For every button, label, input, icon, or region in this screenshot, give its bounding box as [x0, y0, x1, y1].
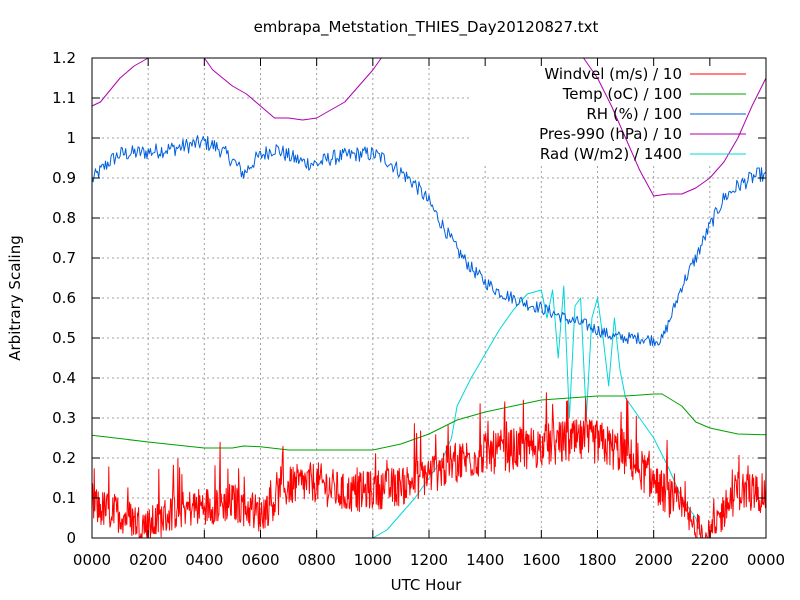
grid: [92, 58, 766, 538]
legend-label: Pres-990 (hPa) / 10: [539, 125, 682, 143]
x-tick-label: 1400: [466, 551, 504, 569]
legend-label: Temp (oC) / 100: [562, 85, 682, 103]
series-line-windvel: [91, 392, 767, 539]
legend-label: Rad (W/m2) / 1400: [540, 145, 682, 163]
y-tick-label: 0.8: [52, 209, 76, 227]
x-tick-label: 1200: [410, 551, 448, 569]
legend: Windvel (m/s) / 10 Temp (oC) / 100 RH (%) …: [539, 65, 746, 163]
x-tick-label: 2000: [635, 551, 673, 569]
y-axis-label: Arbitrary Scaling: [6, 235, 24, 361]
series-line-temp: [91, 393, 767, 451]
y-tick-label: 0.9: [52, 169, 76, 187]
legend-label: RH (%) / 100: [586, 105, 682, 123]
y-tick-label: 0.1: [52, 489, 76, 507]
y-tick-label: 0.2: [52, 449, 76, 467]
y-tick-label: 0.4: [52, 369, 76, 387]
chart-title: embrapa_Metstation_THIES_Day20120827.txt: [254, 18, 599, 37]
x-tick-label: 0200: [129, 551, 167, 569]
x-tick-label: 1000: [354, 551, 392, 569]
y-tick-label: 0.5: [52, 329, 76, 347]
axis-ticks: 0 0.1 0.2 0.3 0.4 0.5 0.6 0.7 0.8 0.9 1 1.1 1.2 0000 0…: [52, 49, 785, 569]
x-tick-label: 0000: [747, 551, 785, 569]
y-tick-label: 0.3: [52, 409, 76, 427]
x-tick-label: 0400: [185, 551, 223, 569]
legend-label: Windvel (m/s) / 10: [544, 65, 682, 83]
x-tick-label: 1600: [522, 551, 560, 569]
y-tick-label: 1.1: [52, 89, 76, 107]
x-tick-label: 1800: [578, 551, 616, 569]
y-tick-label: 1.2: [52, 49, 76, 67]
series-group: [91, 57, 767, 539]
x-tick-label: 2200: [691, 551, 729, 569]
y-tick-label: 0.6: [52, 289, 76, 307]
x-axis-label: UTC Hour: [391, 576, 462, 594]
y-tick-label: 0: [66, 529, 76, 547]
x-tick-label: 0000: [73, 551, 111, 569]
x-tick-label: 0600: [241, 551, 279, 569]
series-line-rh: [91, 135, 767, 347]
series-line-pres990: [91, 57, 767, 197]
y-tick-label: 0.7: [52, 249, 76, 267]
x-tick-label: 0800: [298, 551, 336, 569]
y-tick-label: 1: [66, 129, 76, 147]
